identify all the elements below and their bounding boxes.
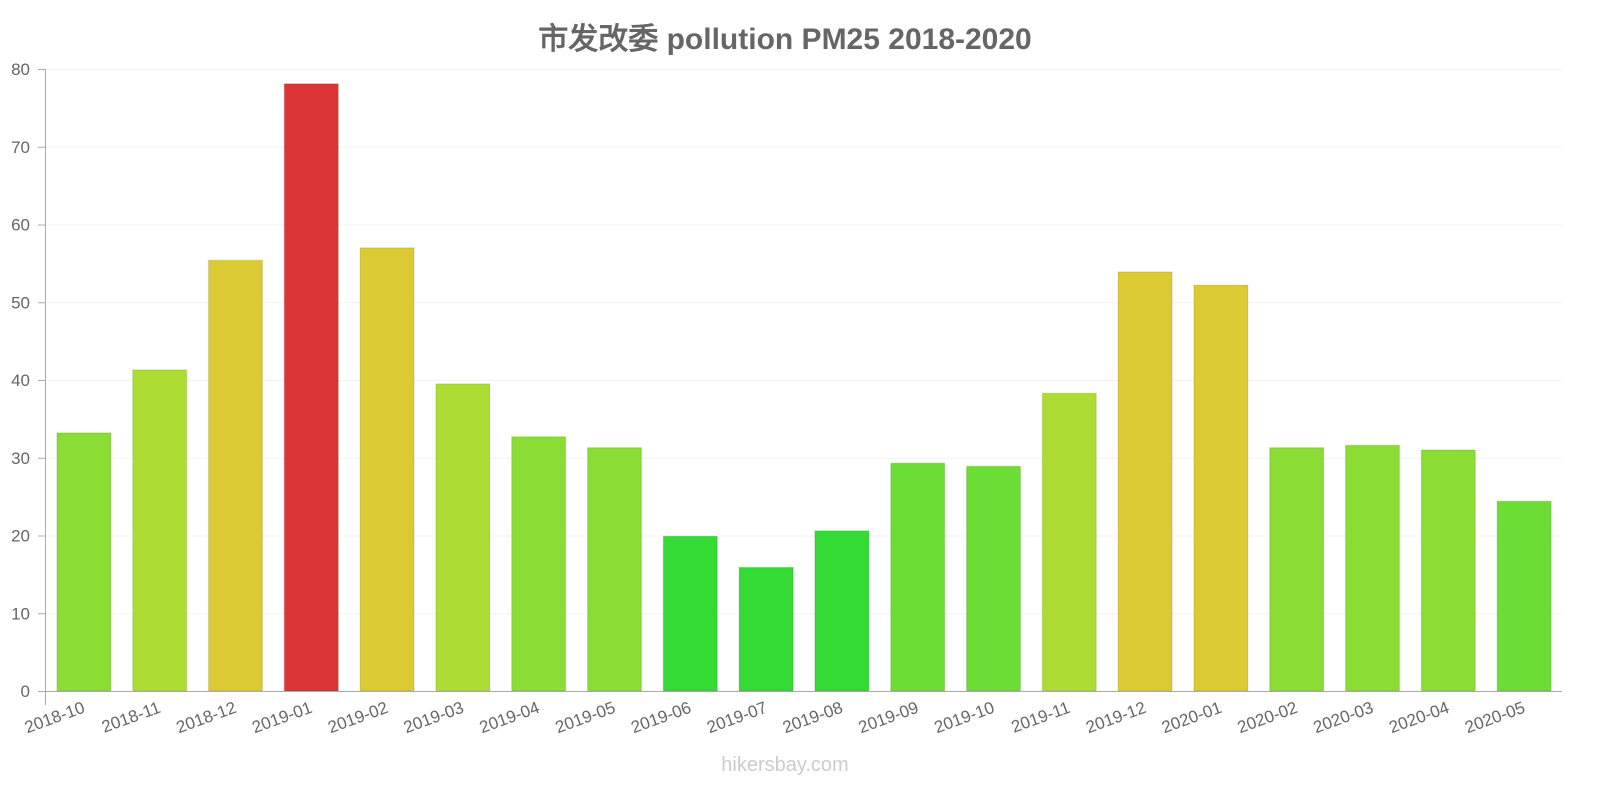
x-tick-label: 2019-02 bbox=[325, 698, 390, 737]
x-tick-label: 2019-12 bbox=[1083, 698, 1148, 737]
bar-2019-06[interactable] bbox=[662, 535, 719, 692]
gridlines bbox=[46, 69, 1562, 615]
watermark: hikersbay.com bbox=[721, 754, 849, 776]
y-tick-label: 0 bbox=[21, 682, 30, 701]
x-tick-label: 2019-08 bbox=[780, 698, 845, 737]
x-axis-ticks: 2018-10 2018-11 2018-12 2019-01 2019-02 2019-… bbox=[22, 698, 1527, 737]
bar-2018-11[interactable] bbox=[131, 369, 188, 692]
bar-2020-01[interactable] bbox=[1193, 284, 1249, 692]
x-tick-label: 2020-04 bbox=[1387, 698, 1452, 737]
y-tick-label: 50 bbox=[11, 293, 30, 312]
x-tick-label: 2020-01 bbox=[1159, 698, 1224, 737]
x-tick-label: 2020-02 bbox=[1235, 698, 1300, 737]
y-axis-ticks: 0 10 20 30 40 50 60 70 80 bbox=[11, 60, 45, 701]
x-tick-label: 2019-03 bbox=[401, 698, 466, 737]
y-tick-label: 20 bbox=[11, 527, 30, 546]
x-tick-label: 2020-03 bbox=[1311, 698, 1376, 737]
bar-2019-01[interactable] bbox=[283, 83, 340, 692]
bar-2019-02[interactable] bbox=[359, 247, 415, 692]
x-tick-label: 2018-10 bbox=[22, 698, 87, 737]
y-tick-label: 10 bbox=[11, 604, 30, 623]
x-tick-label: 2019-07 bbox=[704, 698, 769, 737]
bar-2019-07[interactable] bbox=[738, 566, 794, 692]
bar-2018-10[interactable] bbox=[56, 432, 112, 692]
bar-2019-08[interactable] bbox=[814, 530, 870, 692]
y-tick-label: 30 bbox=[11, 449, 30, 468]
y-tick-label: 60 bbox=[11, 216, 30, 235]
x-tick-label: 2018-11 bbox=[99, 698, 163, 737]
x-tick-label: 2019-04 bbox=[477, 698, 542, 737]
bar-2020-03[interactable] bbox=[1344, 444, 1401, 692]
x-tick-label: 2019-11 bbox=[1009, 698, 1073, 737]
y-tick-label: 70 bbox=[11, 138, 30, 157]
chart-title: 市发改委 pollution PM25 2018-2020 bbox=[538, 23, 1032, 56]
y-tick-label: 40 bbox=[11, 371, 30, 390]
bar-2018-12[interactable] bbox=[207, 259, 264, 692]
y-tick-label: 80 bbox=[11, 60, 30, 79]
bar-2020-02[interactable] bbox=[1268, 446, 1325, 692]
bar-2019-04[interactable] bbox=[510, 436, 567, 692]
bar-2020-04[interactable] bbox=[1420, 449, 1477, 692]
x-tick-label: 2019-09 bbox=[856, 698, 921, 737]
bar-2019-12[interactable] bbox=[1117, 271, 1173, 692]
bar-2019-11[interactable] bbox=[1041, 392, 1098, 692]
bar-2019-05[interactable] bbox=[586, 446, 643, 692]
bar-2019-09[interactable] bbox=[889, 462, 946, 692]
x-tick-label: 2018-12 bbox=[174, 698, 239, 737]
x-tick-label: 2019-06 bbox=[629, 698, 694, 737]
bar-2019-10[interactable] bbox=[965, 465, 1022, 692]
x-tick-label: 2019-10 bbox=[932, 698, 997, 737]
bars bbox=[56, 83, 1552, 692]
x-tick-label: 2019-05 bbox=[553, 698, 618, 737]
x-tick-label: 2020-05 bbox=[1462, 698, 1527, 737]
bar-2019-03[interactable] bbox=[435, 383, 491, 692]
x-tick-label: 2019-01 bbox=[250, 698, 315, 737]
bar-2020-05[interactable] bbox=[1496, 500, 1552, 692]
